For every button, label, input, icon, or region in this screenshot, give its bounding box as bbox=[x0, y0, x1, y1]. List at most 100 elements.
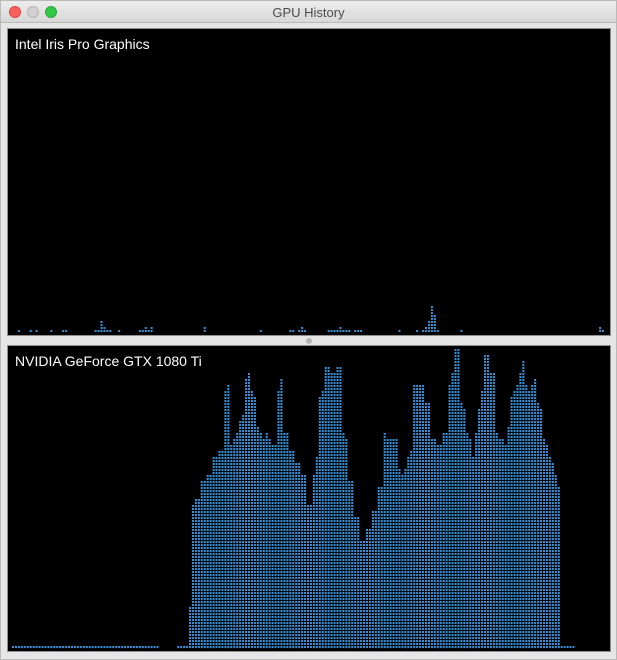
nvidia-cell-gap bbox=[280, 489, 283, 490]
nvidia-cell-gap bbox=[336, 474, 339, 475]
nvidia-cell-gap bbox=[191, 579, 194, 580]
nvidia-cell-gap bbox=[203, 618, 206, 619]
nvidia-cell-gap bbox=[318, 522, 321, 523]
nvidia-cell-gap bbox=[307, 543, 309, 544]
nvidia-cell-gap bbox=[330, 393, 333, 394]
nvidia-cell-gap bbox=[307, 555, 309, 556]
nvidia-cell-gap bbox=[368, 633, 371, 634]
nvidia-cell-gap bbox=[318, 642, 321, 643]
title-bar[interactable]: GPU History bbox=[1, 1, 616, 23]
nvidia-cell-gap bbox=[321, 447, 324, 448]
nvidia-cell-gap bbox=[197, 600, 200, 601]
nvidia-cell-gap bbox=[209, 612, 212, 613]
nvidia-cell-gap bbox=[280, 414, 283, 415]
nvidia-cell-gap bbox=[194, 543, 197, 544]
nvidia-cell-gap bbox=[245, 432, 248, 433]
nvidia-cell-gap bbox=[248, 594, 250, 595]
nvidia-cell-gap bbox=[277, 621, 280, 622]
nvidia-cell-gap bbox=[191, 573, 194, 574]
nvidia-cell-gap bbox=[250, 534, 253, 535]
nvidia-cell-gap bbox=[336, 648, 339, 649]
nvidia-cell-gap bbox=[236, 645, 239, 646]
nvidia-cell-gap bbox=[274, 471, 277, 472]
nvidia-cell-gap bbox=[221, 624, 224, 625]
nvidia-cell-gap bbox=[327, 405, 330, 406]
nvidia-cell-gap bbox=[256, 528, 259, 529]
nvidia-cell-gap bbox=[392, 522, 395, 523]
nvidia-cell-gap bbox=[280, 477, 283, 478]
nvidia-cell-gap bbox=[318, 528, 321, 529]
nvidia-cell-gap bbox=[333, 552, 336, 553]
nvidia-cell-gap bbox=[203, 501, 206, 502]
nvidia-cell-gap bbox=[271, 627, 274, 628]
nvidia-cell-gap bbox=[301, 495, 304, 496]
nvidia-cell-gap bbox=[295, 603, 298, 604]
nvidia-cell-gap bbox=[333, 645, 336, 646]
nvidia-cell-gap bbox=[324, 471, 327, 472]
nvidia-cell-gap bbox=[351, 600, 354, 601]
nvidia-cell-gap bbox=[253, 606, 256, 607]
nvidia-cell-gap bbox=[301, 639, 304, 640]
nvidia-cell-gap bbox=[203, 507, 206, 508]
nvidia-cell-gap bbox=[307, 576, 309, 577]
nvidia-cell-gap bbox=[265, 633, 268, 634]
close-button[interactable] bbox=[9, 6, 21, 18]
split-divider-handle[interactable] bbox=[306, 338, 312, 344]
nvidia-cell-gap bbox=[248, 423, 250, 424]
nvidia-cell-gap bbox=[253, 537, 256, 538]
nvidia-cell-gap bbox=[309, 624, 312, 625]
nvidia-cell-gap bbox=[227, 471, 230, 472]
nvidia-cell-gap bbox=[304, 645, 307, 646]
nvidia-cell-gap bbox=[318, 567, 321, 568]
nvidia-cell-gap bbox=[357, 546, 360, 547]
nvidia-cell-gap bbox=[342, 600, 345, 601]
intel-bar-cell bbox=[333, 330, 336, 332]
minimize-button[interactable] bbox=[27, 6, 39, 18]
nvidia-cell-gap bbox=[286, 561, 289, 562]
nvidia-cell-gap bbox=[227, 585, 230, 586]
nvidia-cell-gap bbox=[277, 540, 280, 541]
nvidia-cell-gap bbox=[200, 621, 203, 622]
nvidia-cell-gap bbox=[209, 618, 212, 619]
nvidia-cell-gap bbox=[339, 429, 342, 430]
nvidia-cell-gap bbox=[348, 639, 351, 640]
nvidia-cell-gap bbox=[321, 618, 324, 619]
nvidia-cell-gap bbox=[304, 597, 307, 598]
nvidia-cell-gap bbox=[333, 444, 336, 445]
nvidia-cell-gap bbox=[230, 552, 233, 553]
nvidia-cell-gap bbox=[377, 600, 380, 601]
nvidia-cell-gap bbox=[312, 648, 315, 649]
nvidia-cell-gap bbox=[265, 471, 268, 472]
nvidia-cell-gap bbox=[250, 633, 253, 634]
nvidia-cell-gap bbox=[377, 546, 380, 547]
nvidia-cell-gap bbox=[209, 603, 212, 604]
nvidia-cell-gap bbox=[345, 558, 348, 559]
nvidia-cell-gap bbox=[298, 474, 301, 475]
nvidia-cell-gap bbox=[395, 603, 398, 604]
zoom-button[interactable] bbox=[45, 6, 57, 18]
nvidia-cell-gap bbox=[298, 540, 301, 541]
nvidia-cell-gap bbox=[230, 543, 233, 544]
nvidia-cell-gap bbox=[271, 561, 274, 562]
nvidia-cell-gap bbox=[286, 528, 289, 529]
nvidia-cell-gap bbox=[348, 606, 351, 607]
nvidia-cell-gap bbox=[256, 546, 259, 547]
nvidia-cell-gap bbox=[224, 468, 227, 469]
nvidia-cell-gap bbox=[366, 612, 368, 613]
nvidia-cell-gap bbox=[191, 630, 194, 631]
nvidia-cell-gap bbox=[324, 393, 327, 394]
nvidia-cell-gap bbox=[197, 513, 200, 514]
nvidia-cell-gap bbox=[315, 483, 318, 484]
nvidia-cell-gap bbox=[351, 639, 354, 640]
nvidia-cell-gap bbox=[312, 570, 315, 571]
nvidia-cell-gap bbox=[351, 603, 354, 604]
nvidia-cell-gap bbox=[333, 615, 336, 616]
nvidia-cell-gap bbox=[336, 402, 339, 403]
nvidia-cell-gap bbox=[286, 603, 289, 604]
nvidia-cell-gap bbox=[298, 471, 301, 472]
nvidia-cell-gap bbox=[212, 594, 215, 595]
nvidia-cell-gap bbox=[345, 465, 348, 466]
nvidia-cell-gap bbox=[271, 459, 274, 460]
nvidia-cell-gap bbox=[268, 456, 271, 457]
nvidia-cell-gap bbox=[366, 549, 368, 550]
